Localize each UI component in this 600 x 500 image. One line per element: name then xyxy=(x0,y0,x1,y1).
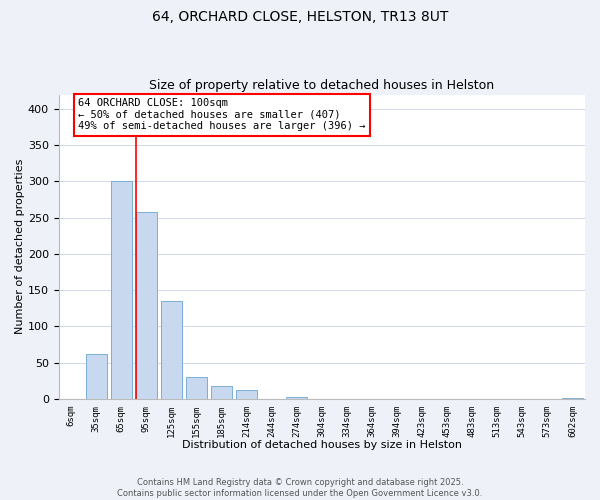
Bar xyxy=(110,182,132,398)
Y-axis label: Number of detached properties: Number of detached properties xyxy=(15,159,25,334)
Bar xyxy=(286,396,307,398)
Bar xyxy=(86,354,107,399)
Bar xyxy=(236,390,257,398)
Text: Contains HM Land Registry data © Crown copyright and database right 2025.
Contai: Contains HM Land Registry data © Crown c… xyxy=(118,478,482,498)
Bar xyxy=(211,386,232,398)
Bar xyxy=(161,301,182,398)
Bar xyxy=(136,212,157,398)
Text: 64, ORCHARD CLOSE, HELSTON, TR13 8UT: 64, ORCHARD CLOSE, HELSTON, TR13 8UT xyxy=(152,10,448,24)
Title: Size of property relative to detached houses in Helston: Size of property relative to detached ho… xyxy=(149,79,494,92)
Text: 64 ORCHARD CLOSE: 100sqm
← 50% of detached houses are smaller (407)
49% of semi-: 64 ORCHARD CLOSE: 100sqm ← 50% of detach… xyxy=(78,98,365,132)
Bar xyxy=(186,377,207,398)
X-axis label: Distribution of detached houses by size in Helston: Distribution of detached houses by size … xyxy=(182,440,462,450)
